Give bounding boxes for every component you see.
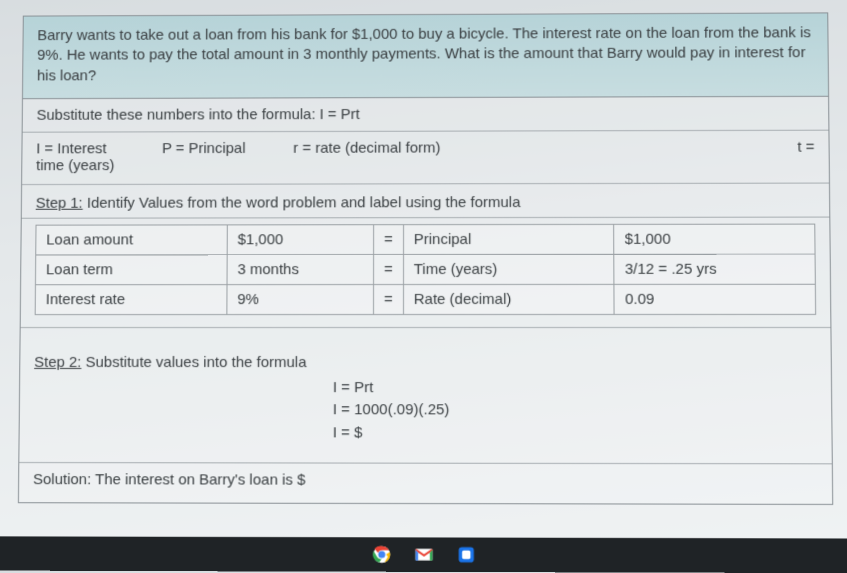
values-table: Loan amount $1,000 = Principal $1,000 Lo… xyxy=(35,223,816,315)
step2-title: Step 2: Substitute values into the formu… xyxy=(19,328,831,464)
cell-given: 9% xyxy=(227,284,374,314)
worksheet: Barry wants to take out a loan from his … xyxy=(18,12,833,505)
cell-var: Principal xyxy=(403,224,614,254)
def-t-text: t = xyxy=(797,138,814,155)
def-interest: I = Interest time (years) xyxy=(36,140,115,174)
cell-given: 3 months xyxy=(227,254,374,284)
taskbar xyxy=(0,536,847,573)
calc-line: I = Prt xyxy=(333,377,817,400)
cell-var: Rate (decimal) xyxy=(403,284,614,314)
cell-eq: = xyxy=(373,254,403,284)
cell-label: Interest rate xyxy=(35,284,227,314)
table-row: Loan term 3 months = Time (years) 3/12 =… xyxy=(35,254,815,285)
chrome-icon[interactable] xyxy=(371,544,391,564)
problem-text: Barry wants to take out a loan from his … xyxy=(37,24,811,84)
step1-text: Identify Values from the word problem an… xyxy=(83,194,521,212)
app-icon[interactable] xyxy=(456,545,476,565)
substitute-instruction: Substitute these numbers into the formul… xyxy=(23,97,829,133)
cell-given: $1,000 xyxy=(227,224,373,254)
step2-label: Step 2: xyxy=(34,354,81,371)
def-time-label: time (years) xyxy=(36,157,114,174)
step1-label: Step 1: xyxy=(36,195,83,212)
cell-label: Loan amount xyxy=(36,225,228,255)
calc-line: I = 1000(.09)(.25) xyxy=(333,399,817,422)
gmail-icon[interactable] xyxy=(413,544,433,564)
def-principal: P = Principal xyxy=(162,140,246,157)
table-row: Loan amount $1,000 = Principal $1,000 xyxy=(36,224,815,255)
variable-definitions: I = Interest time (years) P = Principal … xyxy=(22,130,829,184)
step2-text: Substitute values into the formula xyxy=(81,354,306,371)
cell-var: Time (years) xyxy=(403,254,614,284)
solution-text: Solution: The interest on Barry's loan i… xyxy=(33,471,305,489)
def-r-text: r = rate (decimal form) xyxy=(293,139,440,156)
def-rate: r = rate (decimal form) xyxy=(293,139,440,156)
cell-eq: = xyxy=(373,284,403,314)
cell-value: 3/12 = .25 yrs xyxy=(614,254,815,284)
calc-line: I = $ xyxy=(333,422,818,445)
cell-value: $1,000 xyxy=(614,224,815,254)
problem-statement: Barry wants to take out a loan from his … xyxy=(23,13,828,99)
values-table-wrap: Loan amount $1,000 = Principal $1,000 Lo… xyxy=(21,217,831,327)
substitute-text: Substitute these numbers into the formul… xyxy=(37,106,360,124)
def-i-text: I = Interest xyxy=(36,140,107,157)
cell-value: 0.09 xyxy=(614,284,815,314)
step2-calculation: I = Prt I = 1000(.09)(.25) I = $ xyxy=(33,371,817,456)
def-p-text: P = Principal xyxy=(162,140,246,157)
table-row: Interest rate 9% = Rate (decimal) 0.09 xyxy=(35,284,815,314)
solution-line: Solution: The interest on Barry's loan i… xyxy=(19,462,832,504)
step1-title: Step 1: Identify Values from the word pr… xyxy=(22,183,830,218)
cell-eq: = xyxy=(374,224,404,254)
cell-label: Loan term xyxy=(35,254,227,284)
def-t: t = xyxy=(797,138,814,155)
